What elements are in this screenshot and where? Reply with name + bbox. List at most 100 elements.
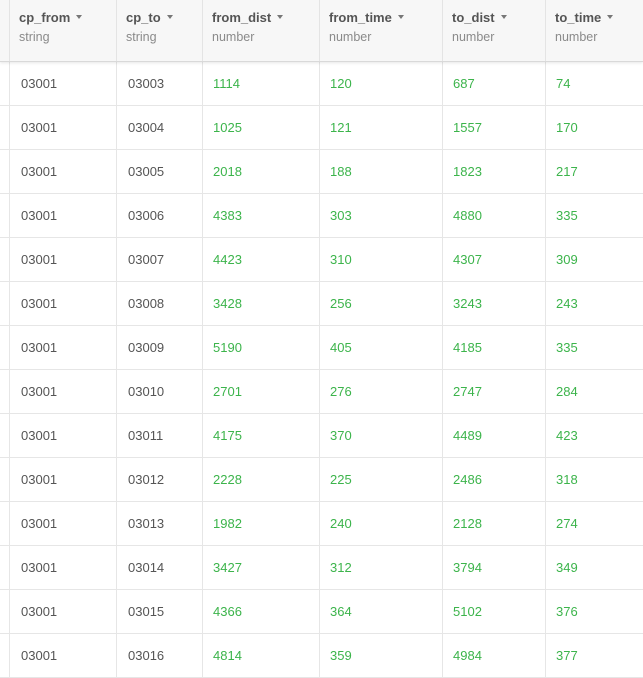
cell-cp-to[interactable]: 03006 [116, 194, 203, 238]
cell-cp-to[interactable]: 03015 [116, 590, 203, 634]
cell-from-time[interactable]: 405 [319, 326, 443, 370]
cell-from-time[interactable]: 121 [319, 106, 443, 150]
chevron-down-icon[interactable] [500, 15, 507, 19]
table-row[interactable]: 03001 03004 1025 121 1557 170 [0, 106, 643, 150]
cell-to-dist[interactable]: 2747 [442, 370, 546, 414]
cell-to-dist[interactable]: 4185 [442, 326, 546, 370]
cell-cp-from[interactable]: 03001 [9, 590, 117, 634]
cell-to-time[interactable]: 376 [545, 590, 643, 634]
table-row[interactable]: 03001 03005 2018 188 1823 217 [0, 150, 643, 194]
cell-from-time[interactable]: 240 [319, 502, 443, 546]
cell-from-dist[interactable]: 4175 [202, 414, 320, 458]
grid-body[interactable]: 03001 03003 1114 120 687 74 03001 03004 1025 121 1… [0, 62, 643, 678]
cell-to-dist[interactable]: 4880 [442, 194, 546, 238]
cell-to-time[interactable]: 274 [545, 502, 643, 546]
cell-to-time[interactable]: 335 [545, 326, 643, 370]
cell-from-time[interactable]: 359 [319, 634, 443, 678]
cell-from-dist[interactable]: 1025 [202, 106, 320, 150]
column-name[interactable]: to_time [555, 10, 614, 25]
cell-to-time[interactable]: 349 [545, 546, 643, 590]
cell-to-time[interactable]: 335 [545, 194, 643, 238]
cell-to-time[interactable]: 309 [545, 238, 643, 282]
cell-to-time[interactable]: 74 [545, 62, 643, 106]
cell-to-dist[interactable]: 5102 [442, 590, 546, 634]
cell-cp-from[interactable]: 03001 [9, 414, 117, 458]
cell-to-dist[interactable]: 2486 [442, 458, 546, 502]
column-header-cp-to[interactable]: cp_to string [116, 0, 203, 61]
cell-from-dist[interactable]: 4423 [202, 238, 320, 282]
cell-cp-from[interactable]: 03001 [9, 458, 117, 502]
cell-to-time[interactable]: 170 [545, 106, 643, 150]
cell-from-dist[interactable]: 3427 [202, 546, 320, 590]
table-row[interactable]: 03001 03008 3428 256 3243 243 [0, 282, 643, 326]
cell-from-dist[interactable]: 1982 [202, 502, 320, 546]
cell-from-time[interactable]: 303 [319, 194, 443, 238]
cell-from-dist[interactable]: 3428 [202, 282, 320, 326]
cell-from-dist[interactable]: 2018 [202, 150, 320, 194]
column-header-to-dist[interactable]: to_dist number [442, 0, 546, 61]
chevron-down-icon[interactable] [607, 15, 614, 19]
chevron-down-icon[interactable] [397, 15, 404, 19]
table-row[interactable]: 03001 03006 4383 303 4880 335 [0, 194, 643, 238]
cell-from-time[interactable]: 256 [319, 282, 443, 326]
cell-to-dist[interactable]: 4489 [442, 414, 546, 458]
cell-from-time[interactable]: 310 [319, 238, 443, 282]
table-row[interactable]: 03001 03003 1114 120 687 74 [0, 62, 643, 106]
cell-cp-to[interactable]: 03004 [116, 106, 203, 150]
table-row[interactable]: 03001 03015 4366 364 5102 376 [0, 590, 643, 634]
cell-cp-from[interactable]: 03001 [9, 326, 117, 370]
cell-from-time[interactable]: 188 [319, 150, 443, 194]
cell-cp-to[interactable]: 03012 [116, 458, 203, 502]
cell-to-dist[interactable]: 1557 [442, 106, 546, 150]
cell-from-dist[interactable]: 2228 [202, 458, 320, 502]
cell-to-time[interactable]: 318 [545, 458, 643, 502]
chevron-down-icon[interactable] [277, 15, 284, 19]
cell-to-time[interactable]: 217 [545, 150, 643, 194]
table-row[interactable]: 03001 03009 5190 405 4185 335 [0, 326, 643, 370]
column-header-from-dist[interactable]: from_dist number [202, 0, 320, 61]
cell-cp-to[interactable]: 03013 [116, 502, 203, 546]
cell-from-dist[interactable]: 2701 [202, 370, 320, 414]
cell-to-time[interactable]: 243 [545, 282, 643, 326]
cell-to-time[interactable]: 377 [545, 634, 643, 678]
cell-cp-from[interactable]: 03001 [9, 370, 117, 414]
cell-cp-to[interactable]: 03005 [116, 150, 203, 194]
cell-from-dist[interactable]: 4814 [202, 634, 320, 678]
table-row[interactable]: 03001 03011 4175 370 4489 423 [0, 414, 643, 458]
column-name[interactable]: cp_to [126, 10, 173, 25]
cell-cp-from[interactable]: 03001 [9, 106, 117, 150]
table-row[interactable]: 03001 03013 1982 240 2128 274 [0, 502, 643, 546]
chevron-down-icon[interactable] [76, 15, 83, 19]
cell-from-time[interactable]: 120 [319, 62, 443, 106]
cell-to-time[interactable]: 284 [545, 370, 643, 414]
cell-to-dist[interactable]: 4984 [442, 634, 546, 678]
column-header-cp-from[interactable]: cp_from string [9, 0, 117, 61]
cell-cp-from[interactable]: 03001 [9, 282, 117, 326]
cell-cp-from[interactable]: 03001 [9, 238, 117, 282]
cell-from-dist[interactable]: 4366 [202, 590, 320, 634]
cell-cp-from[interactable]: 03001 [9, 502, 117, 546]
cell-cp-to[interactable]: 03003 [116, 62, 203, 106]
cell-from-dist[interactable]: 1114 [202, 62, 320, 106]
cell-to-dist[interactable]: 1823 [442, 150, 546, 194]
column-header-from-time[interactable]: from_time number [319, 0, 443, 61]
column-name[interactable]: cp_from [19, 10, 83, 25]
cell-cp-to[interactable]: 03011 [116, 414, 203, 458]
cell-to-dist[interactable]: 3243 [442, 282, 546, 326]
column-name[interactable]: from_dist [212, 10, 284, 25]
column-name[interactable]: to_dist [452, 10, 507, 25]
cell-cp-to[interactable]: 03007 [116, 238, 203, 282]
cell-from-time[interactable]: 276 [319, 370, 443, 414]
cell-from-time[interactable]: 312 [319, 546, 443, 590]
cell-to-dist[interactable]: 3794 [442, 546, 546, 590]
cell-cp-from[interactable]: 03001 [9, 194, 117, 238]
chevron-down-icon[interactable] [166, 15, 173, 19]
cell-to-dist[interactable]: 4307 [442, 238, 546, 282]
cell-cp-from[interactable]: 03001 [9, 150, 117, 194]
cell-from-dist[interactable]: 5190 [202, 326, 320, 370]
cell-cp-from[interactable]: 03001 [9, 634, 117, 678]
cell-cp-to[interactable]: 03014 [116, 546, 203, 590]
cell-cp-from[interactable]: 03001 [9, 62, 117, 106]
cell-cp-to[interactable]: 03016 [116, 634, 203, 678]
table-row[interactable]: 03001 03007 4423 310 4307 309 [0, 238, 643, 282]
